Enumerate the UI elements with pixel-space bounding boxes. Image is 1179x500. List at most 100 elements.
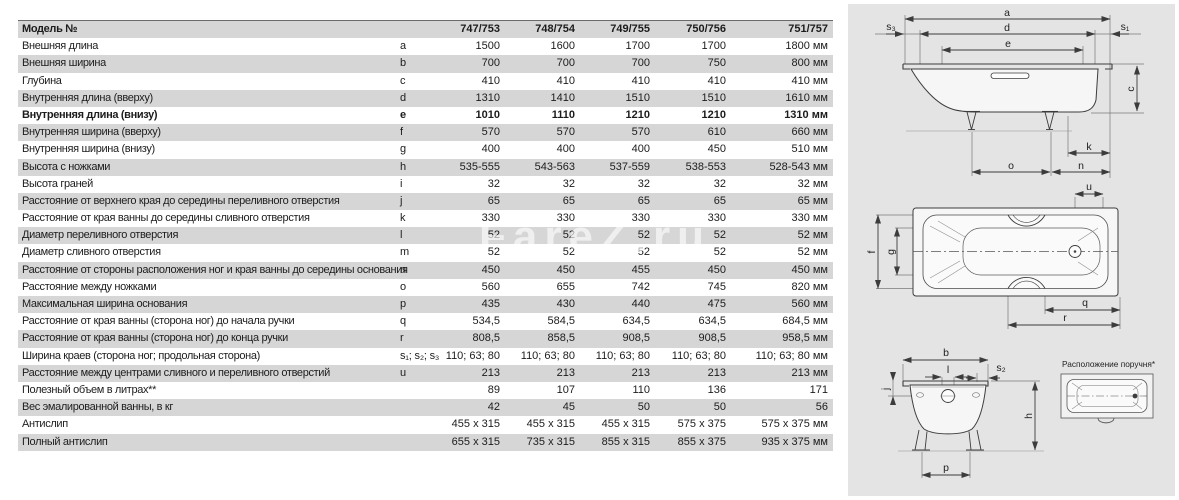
dim-label-a: a <box>1004 7 1010 19</box>
row-label: Расстояние от края ванны (сторона ног) д… <box>22 332 288 345</box>
row-value: 32 <box>562 177 575 190</box>
row-value: 450 <box>556 263 575 276</box>
row-value: 858,5 <box>547 332 575 345</box>
row-value: 1700 <box>625 40 650 53</box>
table-row: Ширина краев (сторона ног; продольная ст… <box>18 348 833 365</box>
row-value: 56 <box>815 401 828 414</box>
row-value: 52 <box>562 229 575 242</box>
table-row: Внутренняя длина (вверху) d 1310 1410 1510 15… <box>18 89 833 107</box>
row-value: 107 <box>556 383 575 396</box>
row-value: 1800 мм <box>785 40 828 53</box>
bathtub-end-profile <box>909 384 987 435</box>
row-letter: g <box>400 143 406 156</box>
row-label: Антислип <box>22 418 68 431</box>
row-letter: o <box>400 280 406 293</box>
table-row: Максимальная ширина основания p 435 430 440 4… <box>18 296 833 314</box>
bathtub-top-view-diagram: u f g q r <box>866 181 1121 329</box>
table-row: Высота с ножками h 535-555 543-563 537-559 53… <box>18 158 833 176</box>
row-label: Внутренняя длина (внизу) <box>22 108 158 121</box>
row-value: 475 <box>707 298 726 310</box>
table-row: Внешняя ширина b 700 700 700 750 800 мм <box>18 55 833 73</box>
table-row: Антислип 455 x 315 455 x 315 455 x 315 575 x… <box>18 416 833 433</box>
row-value: 1510 <box>625 91 650 104</box>
row-value: 65 <box>713 194 726 207</box>
spec-table: Модель № 747/753 748/754 749/755 750/756 751… <box>18 20 833 451</box>
row-value: 1210 <box>625 108 650 121</box>
row-value: 745 <box>707 280 726 293</box>
row-value: 908,5 <box>622 332 650 345</box>
row-letter: n <box>400 263 406 276</box>
row-value: 634,5 <box>698 315 726 328</box>
corner-hatch-lines <box>929 220 1099 284</box>
row-value: 1210 <box>701 108 726 121</box>
dim-label-l: l <box>947 364 949 376</box>
row-value: 330 <box>481 212 500 225</box>
row-letter: j <box>400 194 403 207</box>
row-letter: d <box>400 91 406 104</box>
row-value: 32 <box>487 177 500 190</box>
row-value: 450 <box>707 143 726 156</box>
row-value: 610 <box>707 126 726 139</box>
row-value: 32 <box>637 177 650 190</box>
row-value: 110 <box>632 383 650 396</box>
row-label: Диаметр переливного отверстия <box>22 229 179 242</box>
row-label: Внутренняя ширина (вверху) <box>22 126 161 139</box>
row-value: 52 <box>637 246 650 259</box>
mini-drain-dot <box>1132 393 1138 399</box>
row-value: 455 <box>631 263 650 276</box>
row-value: 171 <box>809 383 828 396</box>
table-row: Расстояние от края ванны (сторона ног) д… <box>18 330 833 348</box>
handle-position-diagram: Расположение поручня* <box>1060 359 1156 424</box>
row-letter: h <box>400 160 406 173</box>
row-value: 1600 <box>550 40 575 53</box>
row-value: 400 <box>631 143 650 156</box>
row-value: 570 <box>481 126 500 139</box>
row-label: Расстояние от верхнего края до середины … <box>22 194 340 207</box>
diagram-panel: a d s₃ s₁ e c k o n <box>848 4 1175 496</box>
row-value: 400 <box>481 143 500 156</box>
row-value: 1510 <box>701 91 726 104</box>
grip-mount-hole-left <box>916 392 924 398</box>
row-value: 535-555 <box>459 160 500 173</box>
row-value: 213 мм <box>791 366 828 379</box>
technical-drawings: a d s₃ s₁ e c k o n <box>866 7 1156 478</box>
grip-handles <box>1007 214 1046 289</box>
header-model-col: 748/754 <box>535 23 575 35</box>
dim-label-e: e <box>1005 38 1011 50</box>
row-value: 1010 <box>475 108 500 121</box>
row-value: 410 <box>481 74 500 87</box>
table-row: Диаметр сливного отверстия m 52 52 52 52 52 мм <box>18 244 833 261</box>
row-letter: f <box>400 126 403 139</box>
row-value: 110; 63; 80 мм <box>755 349 828 362</box>
row-value: 52 мм <box>797 246 828 259</box>
row-value: 455 x 315 <box>526 418 575 431</box>
row-label: Высота граней <box>22 177 93 190</box>
row-letter: r <box>400 332 404 345</box>
dim-label-g: g <box>885 249 897 255</box>
row-value: 330 <box>631 212 650 225</box>
row-letter: s₁; s₂; s₃ <box>400 349 440 362</box>
row-letter: m <box>400 246 409 259</box>
dim-label-q: q <box>1082 297 1088 309</box>
table-row: Диаметр переливного отверстия l 52 52 52 52 52… <box>18 227 833 245</box>
grip-mount-hole-right <box>972 392 980 398</box>
row-letter: a <box>400 40 406 53</box>
handle-position-caption: Расположение поручня* <box>1062 359 1156 369</box>
row-value: 45 <box>562 401 575 414</box>
row-letter: b <box>400 57 406 70</box>
mini-grip-bump <box>1097 417 1115 424</box>
dim-label-u: u <box>1086 181 1092 193</box>
row-value: 1500 <box>475 40 500 53</box>
row-value: 330 <box>556 212 575 225</box>
table-row: Глубина c 410 410 410 410 410 мм <box>18 73 833 90</box>
table-row: Вес эмалированной ванны, в кг 42 45 50 50 56 <box>18 399 833 417</box>
row-value: 570 <box>631 126 650 139</box>
row-letter: c <box>400 74 406 87</box>
row-value: 450 <box>481 263 500 276</box>
row-value: 455 x 315 <box>601 418 650 431</box>
row-value: 855 x 315 <box>601 435 650 448</box>
row-value: 700 <box>556 57 575 70</box>
row-value: 410 <box>707 74 726 87</box>
header-model-col: 747/753 <box>460 23 500 35</box>
row-value: 110; 63; 80 <box>445 349 500 362</box>
